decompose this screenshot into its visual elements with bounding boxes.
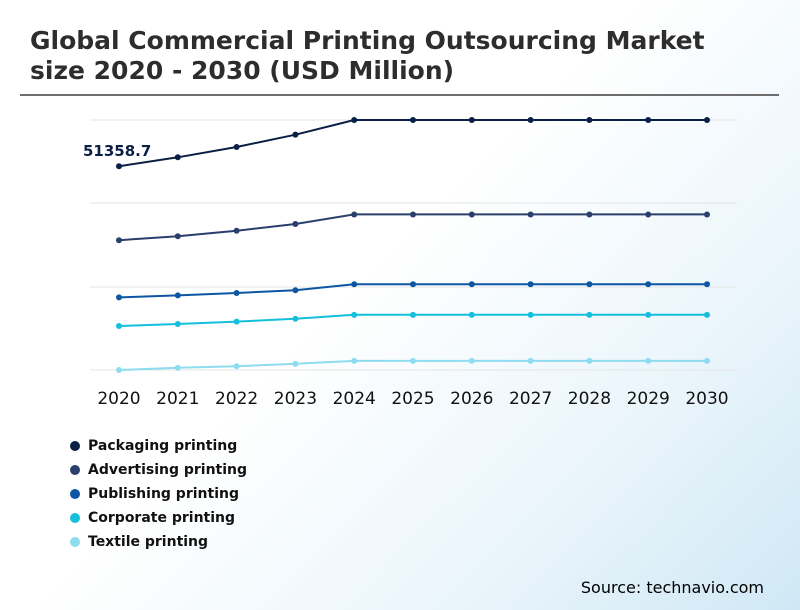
data-point (351, 117, 358, 123)
data-point (292, 315, 299, 322)
data-point (116, 322, 122, 329)
data-point (704, 281, 710, 288)
data-point (233, 143, 240, 150)
legend-item: Corporate printing (70, 506, 247, 530)
x-tick-label: 2025 (391, 389, 434, 409)
data-point (233, 318, 240, 325)
data-point (410, 211, 416, 218)
legend-item: Publishing printing (70, 482, 247, 506)
data-point (116, 367, 122, 373)
data-point (527, 117, 534, 123)
x-tick-label: 2024 (333, 389, 376, 409)
data-point (527, 357, 534, 364)
data-point (410, 117, 416, 123)
data-point (704, 311, 710, 318)
x-tick-label: 2029 (627, 389, 670, 409)
legend-label: Textile printing (88, 534, 209, 550)
data-point (351, 281, 358, 288)
data-point (468, 117, 475, 123)
series-line (118, 213, 707, 242)
data-point (586, 357, 593, 364)
legend-label: Publishing printing (88, 486, 239, 502)
data-point (586, 211, 593, 218)
series-line (118, 119, 707, 168)
chart-title: Global Commercial Printing Outsourcing M… (30, 26, 705, 85)
data-point (292, 220, 299, 227)
data-point (116, 294, 122, 301)
data-point (527, 211, 534, 218)
data-point (351, 357, 358, 364)
data-point (174, 154, 181, 161)
data-point (292, 131, 299, 138)
x-axis-tick-labels: 2020 2021 2022 2023 2024 2025 2026 2027 2028 2029… (97, 389, 728, 409)
data-point (527, 281, 534, 288)
data-point (174, 233, 181, 240)
data-point (704, 357, 710, 364)
x-tick-label: 2030 (685, 389, 728, 409)
data-point (468, 357, 475, 364)
line-chart: 2020 2021 2022 2023 2024 2025 2026 2027 2028 2029… (83, 117, 737, 409)
series-lines (118, 119, 707, 371)
data-point (351, 211, 358, 218)
x-tick-label: 2022 (215, 389, 258, 409)
x-tick-label: 2026 (450, 389, 493, 409)
title-divider (20, 94, 779, 96)
data-point (292, 287, 299, 294)
data-point (174, 320, 181, 327)
data-point (174, 292, 181, 299)
data-point (410, 281, 416, 288)
legend-item: Advertising printing (70, 458, 247, 482)
legend-item: Textile printing (70, 530, 247, 554)
data-point (410, 357, 416, 364)
data-point (704, 211, 710, 218)
source-note: Source: technavio.com (580, 578, 764, 597)
data-point (233, 290, 240, 297)
data-annotations: 51358.7 (83, 142, 151, 160)
data-point (468, 311, 475, 318)
legend-marker (70, 513, 80, 523)
legend-marker (70, 489, 80, 499)
data-point (586, 281, 593, 288)
data-point (233, 227, 240, 234)
data-point (116, 163, 122, 170)
data-point (174, 364, 181, 371)
x-tick-label: 2021 (156, 389, 199, 409)
data-point (704, 117, 710, 123)
data-point (586, 117, 593, 123)
data-point (645, 281, 652, 288)
data-point (645, 211, 652, 218)
data-point (645, 311, 652, 318)
data-point (586, 311, 593, 318)
data-point (116, 237, 122, 244)
data-point (292, 360, 299, 367)
data-point (527, 311, 534, 318)
x-tick-label: 2028 (568, 389, 611, 409)
legend-label: Packaging printing (88, 438, 238, 454)
legend-marker (70, 465, 80, 475)
data-label: 51358.7 (83, 142, 151, 160)
series-points (116, 117, 710, 373)
data-point (468, 211, 475, 218)
data-point (645, 357, 652, 364)
legend-label: Advertising printing (88, 462, 248, 478)
legend-marker (70, 537, 80, 547)
legend-item: Packaging printing (70, 434, 247, 458)
gridlines (90, 119, 737, 371)
x-tick-label: 2020 (97, 389, 140, 409)
data-point (351, 311, 358, 318)
data-point (468, 281, 475, 288)
x-tick-label: 2023 (274, 389, 317, 409)
legend: Packaging printing Advertising printing Pu… (70, 434, 247, 554)
legend-marker (70, 441, 80, 451)
x-tick-label: 2027 (509, 389, 552, 409)
data-point (645, 117, 652, 123)
legend-label: Corporate printing (88, 510, 236, 526)
data-point (233, 363, 240, 370)
data-point (410, 311, 416, 318)
